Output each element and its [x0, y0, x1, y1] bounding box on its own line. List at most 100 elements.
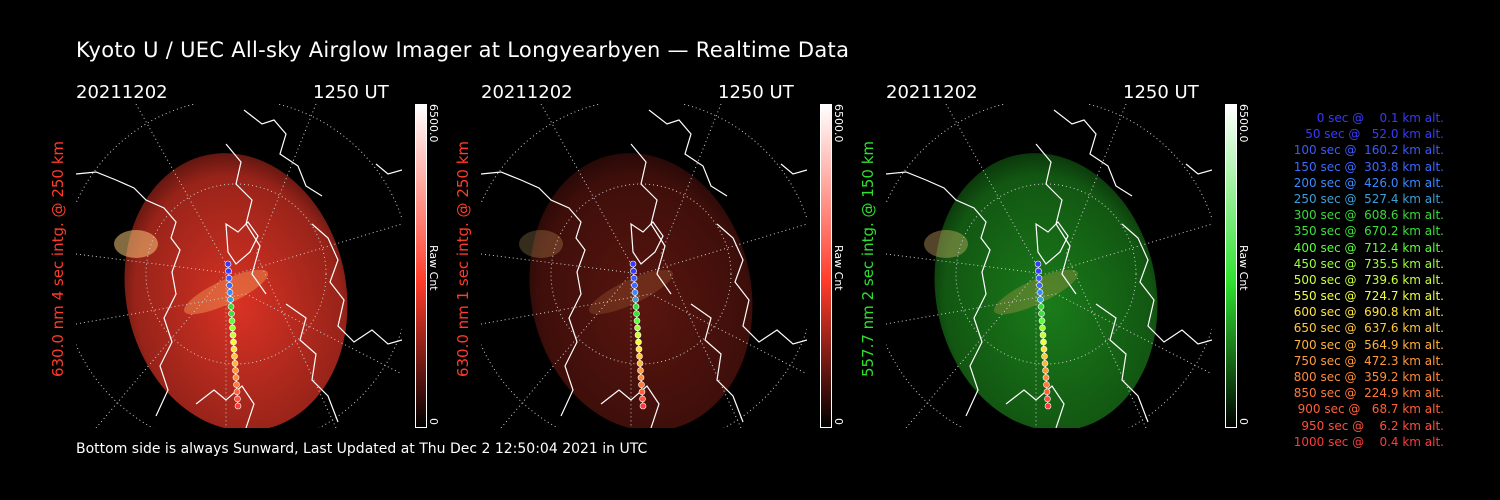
trajectory-point: [1035, 267, 1042, 275]
trajectory-point: [233, 388, 241, 396]
trajectory-point: [230, 338, 237, 346]
trajectory-point: [1036, 289, 1044, 296]
legend-row: 600 sec @ 690.8 km alt.: [1293, 305, 1444, 320]
legend-row: 550 sec @ 724.7 km alt.: [1293, 289, 1444, 304]
trajectory-point: [631, 282, 638, 289]
trajectory-point: [1041, 353, 1048, 360]
legend-row: 800 sec @ 359.2 km alt.: [1293, 370, 1444, 384]
trajectory-point: [1038, 317, 1046, 325]
trajectory-point: [1042, 374, 1050, 381]
panel3-time: 1250 UT: [1123, 82, 1199, 103]
panel3-airglow-image: [886, 104, 1212, 428]
sky-image: [124, 153, 348, 428]
trajectory-point: [638, 388, 646, 396]
rocket-trajectory: [1034, 260, 1052, 410]
panel3-date: 20211202: [886, 82, 978, 103]
panel2-colorbar: [820, 104, 832, 428]
trajectory-point: [635, 338, 642, 346]
trajectory-point: [232, 374, 240, 381]
trajectory-point: [1044, 402, 1052, 410]
legend-row: 650 sec @ 637.6 km alt.: [1293, 321, 1444, 336]
trajectory-point: [234, 402, 242, 410]
legend-row: 250 sec @ 527.4 km alt.: [1293, 191, 1444, 206]
sky-image: [529, 153, 753, 428]
trajectory-point: [228, 310, 235, 317]
trajectory-point: [1037, 296, 1044, 303]
panel3-wavelength-label: 557.7 nm 2 sec intg. @ 150 km: [859, 140, 877, 378]
trajectory-point: [630, 274, 638, 282]
lat-lon-grid: [76, 104, 402, 428]
trajectory-point: [633, 310, 640, 317]
panel3-cbar-unit: Raw Cnt: [1237, 245, 1250, 291]
page-title: Kyoto U / UEC All-sky Airglow Imager at …: [76, 38, 850, 62]
panel1-time: 1250 UT: [313, 82, 389, 103]
legend-row: 0 sec @ 0.1 km alt.: [1316, 111, 1444, 125]
trajectory-point: [225, 267, 232, 275]
trajectory-point: [224, 260, 232, 268]
panel2-cbar-unit: Raw Cnt: [832, 245, 845, 291]
sky-image: [934, 153, 1158, 428]
trajectory-point: [632, 303, 640, 310]
rocket-trajectory: [629, 260, 647, 410]
trajectory-point: [1040, 345, 1048, 353]
trajectory-point: [231, 360, 239, 367]
panel1-cbar-min: 0: [427, 418, 440, 425]
trajectory-point: [229, 331, 237, 339]
panel2-wavelength-label: 630.0 nm 1 sec intg. @ 250 km: [454, 140, 472, 378]
trajectory-point: [226, 282, 233, 289]
legend-row: 400 sec @ 712.4 km alt.: [1293, 240, 1444, 255]
legend-row: 50 sec @ 52.0 km alt.: [1305, 127, 1444, 142]
trajectory-point: [1039, 331, 1047, 339]
trajectory-point: [629, 260, 637, 268]
legend-row: 750 sec @ 472.3 km alt.: [1293, 353, 1444, 368]
trajectory-point: [1043, 381, 1050, 389]
trajectory-point: [226, 289, 234, 296]
trajectory-point: [1036, 282, 1043, 289]
panel1-cbar-unit: Raw Cnt: [427, 245, 440, 291]
trajectory-point: [636, 353, 643, 360]
trajectory-point: [1038, 310, 1045, 317]
panel3-cbar-min: 0: [1237, 418, 1250, 425]
rocket-trajectory: [224, 260, 242, 410]
trajectory-point: [227, 296, 234, 303]
trajectory-point: [635, 345, 643, 353]
trajectory-point: [632, 296, 639, 303]
trajectory-point: [631, 289, 639, 296]
panel2-airglow-image: [481, 104, 807, 428]
trajectory-point: [232, 367, 239, 374]
legend-row: 200 sec @ 426.0 km alt.: [1293, 175, 1444, 190]
trajectory-point: [639, 395, 646, 403]
trajectory-point: [1042, 367, 1049, 374]
legend-row: 950 sec @ 6.2 km alt.: [1301, 418, 1444, 433]
trajectory-point: [639, 402, 647, 410]
panel2-cbar-max: 6500.0: [832, 104, 845, 143]
trajectory-point: [228, 317, 236, 325]
footer-note: Bottom side is always Sunward, Last Upda…: [76, 441, 648, 457]
panel1-date: 20211202: [76, 82, 168, 103]
trajectory-point: [636, 360, 644, 367]
trajectory-point: [634, 324, 641, 332]
trajectory-point: [1040, 338, 1047, 346]
trajectory-point: [630, 267, 637, 275]
trajectory-point: [230, 345, 238, 353]
lat-lon-grid: [886, 104, 1212, 428]
trajectory-point: [233, 381, 240, 389]
panel3-colorbar: [1225, 104, 1237, 428]
legend-row: 1000 sec @ 0.4 km alt.: [1293, 434, 1444, 449]
trajectory-point: [1037, 303, 1045, 310]
panel2-cbar-min: 0: [832, 418, 845, 425]
lat-lon-grid: [481, 104, 807, 428]
legend-row: 900 sec @ 68.7 km alt.: [1297, 402, 1444, 417]
panel2-time: 1250 UT: [718, 82, 794, 103]
trajectory-point: [229, 324, 236, 332]
trajectory-point: [231, 353, 238, 360]
trajectory-legend: 0 sec @ 0.1 km alt. 50 sec @ 52.0 km alt.…: [1258, 110, 1444, 450]
panel1-wavelength-label: 630.0 nm 4 sec intg. @ 250 km: [49, 140, 67, 378]
trajectory-point: [1035, 274, 1043, 282]
trajectory-point: [1043, 388, 1051, 396]
panel3-cbar-max: 6500.0: [1237, 104, 1250, 143]
legend-row: 150 sec @ 303.8 km alt.: [1293, 159, 1444, 174]
panel2-date: 20211202: [481, 82, 573, 103]
legend-row: 700 sec @ 564.9 km alt.: [1293, 337, 1444, 352]
trajectory-point: [225, 274, 233, 282]
